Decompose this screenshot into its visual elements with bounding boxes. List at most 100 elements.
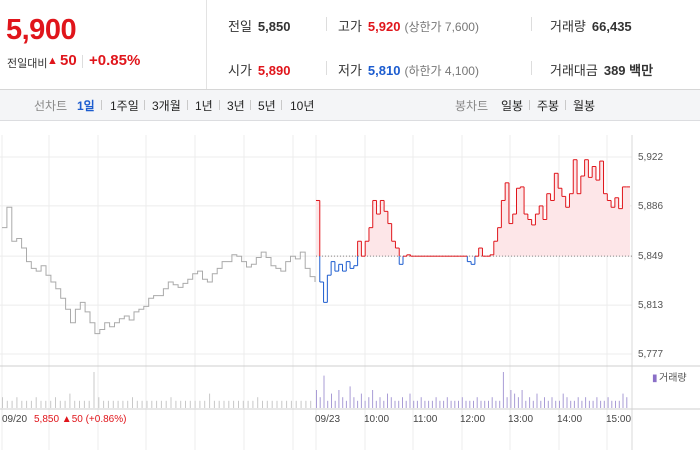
volume-bar (316, 390, 317, 408)
volume-bar (469, 400, 471, 408)
candle-weekly-button[interactable]: 주봉 (537, 99, 560, 113)
volume-bar (276, 400, 278, 408)
volume-bar (491, 397, 493, 408)
stat-value: 5,890 (257, 63, 291, 78)
stat-value: 5,920 (367, 19, 401, 34)
volume-bar (413, 400, 415, 408)
volume-bar (521, 390, 523, 408)
period-1y-button[interactable]: 1년 (195, 99, 213, 113)
volume-bar (213, 400, 215, 408)
divider (531, 17, 532, 31)
volume-bar (390, 397, 392, 408)
volume-legend-label: 거래량 (659, 372, 687, 384)
volume-bar (622, 393, 624, 408)
price-chart: 5,922 5,886 5,849 5,813 5,777 ▮ 거래량 (0, 135, 700, 450)
divider (187, 100, 188, 110)
volume-bar (428, 400, 430, 408)
volume-bar (502, 372, 504, 408)
volume-bar (281, 400, 283, 408)
volume-bar (194, 400, 196, 408)
volume-bar (439, 400, 441, 408)
volume-bar (383, 400, 385, 408)
volume-bar (473, 400, 474, 408)
y-tick-label: 5,777 (638, 349, 663, 360)
volume-bar (424, 400, 426, 408)
volume-bar (175, 400, 177, 408)
volume-bar (45, 400, 47, 408)
volume-bar (151, 400, 153, 408)
volume-bar (596, 397, 598, 408)
volume-bar (551, 397, 553, 408)
period-3y-button[interactable]: 3년 (227, 99, 245, 113)
volume-bar (286, 400, 288, 408)
cur-date-label: 09/23 (315, 414, 341, 425)
divider (219, 100, 220, 110)
time-label: 10:00 (364, 414, 390, 425)
volume-bar (218, 400, 220, 408)
volume-bar (603, 400, 605, 408)
y-axis-ticks: 5,922 5,886 5,849 5,813 5,777 (638, 152, 663, 360)
volume-bar (458, 400, 459, 408)
stat-volume: 거래량 66,435 (550, 16, 632, 35)
volume-bar (103, 400, 105, 408)
stat-label: 거래량 (550, 19, 586, 34)
volume-bar (74, 400, 76, 408)
candle-monthly-button[interactable]: 월봉 (573, 99, 596, 113)
stat-high: 고가 5,920 (상한가 7,600) (338, 16, 479, 35)
volume-bar (189, 400, 191, 408)
volume-bar (499, 400, 501, 408)
stat-prev-close: 전일 5,850 (228, 16, 290, 35)
stat-label: 저가 (338, 63, 362, 78)
volume-bar (50, 400, 52, 408)
volume-bar (107, 400, 109, 408)
change-value: 50 (60, 52, 77, 69)
volume-bar (257, 397, 259, 408)
volume-bar (16, 397, 18, 408)
volume-bar (402, 397, 403, 408)
volume-bar (122, 400, 124, 408)
stat-value: 5,850 (257, 19, 291, 34)
volume-bar (117, 400, 119, 408)
stat-value: 66,435 (591, 19, 632, 34)
candle-daily-button[interactable]: 일봉 (501, 99, 524, 113)
volume-bar (88, 400, 90, 408)
chart-period-toolbar: 선차트 1일 1주일 3개월 1년 3년 5년 10년 봉차트 일봉 주봉 월봉 (0, 90, 700, 121)
period-10y-button[interactable]: 10년 (290, 99, 315, 113)
volume-bar (431, 400, 433, 408)
volume-bar (127, 400, 129, 408)
volume-bar (607, 397, 609, 408)
volume-bar (338, 390, 340, 408)
volume-bar (83, 400, 85, 408)
volume-bar (204, 400, 206, 408)
stat-low: 저가 5,810 (하한가 4,100) (338, 60, 479, 79)
volume-bar (581, 400, 583, 408)
volume-bar (305, 400, 307, 408)
period-5y-button[interactable]: 5년 (258, 99, 276, 113)
volume-bar (357, 400, 359, 408)
volume-legend-icon: ▮ (652, 373, 658, 384)
volume-bar (233, 400, 235, 408)
divider (531, 61, 532, 75)
price-lines (2, 159, 630, 335)
volume-bar (64, 400, 66, 408)
period-3m-button[interactable]: 3개월 (152, 99, 181, 113)
period-1d-button[interactable]: 1일 (77, 99, 95, 113)
volume-bar (570, 400, 572, 408)
divider (250, 100, 251, 110)
volume-bar (372, 390, 374, 408)
volume-bar (544, 397, 545, 408)
volume-bar (98, 397, 100, 408)
period-1w-button[interactable]: 1주일 (110, 99, 139, 113)
volume-bar (577, 397, 579, 408)
volume-bars (2, 372, 628, 408)
volume-bar (495, 400, 497, 408)
stat-label: 전일 (228, 19, 252, 34)
volume-bar (160, 400, 162, 408)
volume-bar (132, 397, 133, 408)
volume-bar (242, 400, 244, 408)
divider (326, 61, 327, 75)
volume-bar (180, 400, 182, 408)
time-label: 14:00 (557, 414, 583, 425)
price-above-baseline-area (316, 159, 630, 257)
volume-bar (536, 393, 538, 408)
